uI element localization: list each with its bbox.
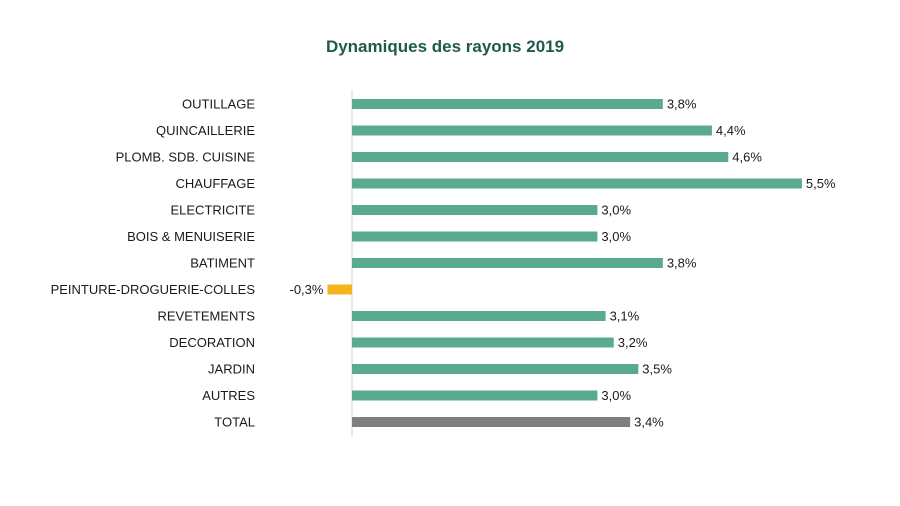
bar — [352, 99, 663, 109]
bar — [327, 284, 352, 295]
bar — [352, 390, 598, 401]
bar — [352, 364, 639, 374]
category-label: REVETEMENTS — [157, 309, 255, 324]
category-label: PLOMB. SDB. CUISINE — [116, 150, 256, 165]
category-label: PEINTURE-DROGUERIE-COLLES — [51, 282, 256, 297]
value-label: 3,2% — [618, 335, 648, 350]
bar — [352, 152, 729, 162]
value-label: 3,8% — [667, 97, 697, 112]
value-label: 4,6% — [732, 150, 762, 165]
bar — [352, 125, 712, 136]
value-label: 3,4% — [634, 415, 664, 430]
category-label: DECORATION — [169, 335, 255, 350]
value-label: 3,1% — [610, 309, 640, 324]
value-label: -0,3% — [289, 282, 323, 297]
bar — [352, 337, 614, 348]
category-label: BOIS & MENUISERIE — [127, 229, 255, 244]
value-label: 3,0% — [601, 203, 631, 218]
value-label: 3,0% — [601, 229, 631, 244]
bar-total — [352, 417, 631, 427]
bar — [352, 205, 598, 215]
value-label: 4,4% — [716, 123, 746, 138]
category-label: QUINCAILLERIE — [156, 123, 255, 138]
category-label: TOTAL — [214, 415, 255, 430]
value-label: 3,8% — [667, 256, 697, 271]
category-label: ELECTRICITE — [170, 203, 255, 218]
value-label: 3,5% — [642, 362, 672, 377]
category-label: CHAUFFAGE — [176, 176, 256, 191]
value-label: 5,5% — [806, 176, 836, 191]
chart-title: Dynamiques des rayons 2019 — [325, 37, 565, 56]
category-label: OUTILLAGE — [182, 97, 255, 112]
category-label: BATIMENT — [190, 256, 255, 271]
bar — [352, 258, 663, 268]
bar — [352, 231, 598, 242]
bar — [352, 178, 802, 189]
category-label: JARDIN — [208, 362, 255, 377]
bar — [352, 311, 606, 321]
value-label: 3,0% — [601, 388, 631, 403]
category-label: AUTRES — [202, 388, 255, 403]
